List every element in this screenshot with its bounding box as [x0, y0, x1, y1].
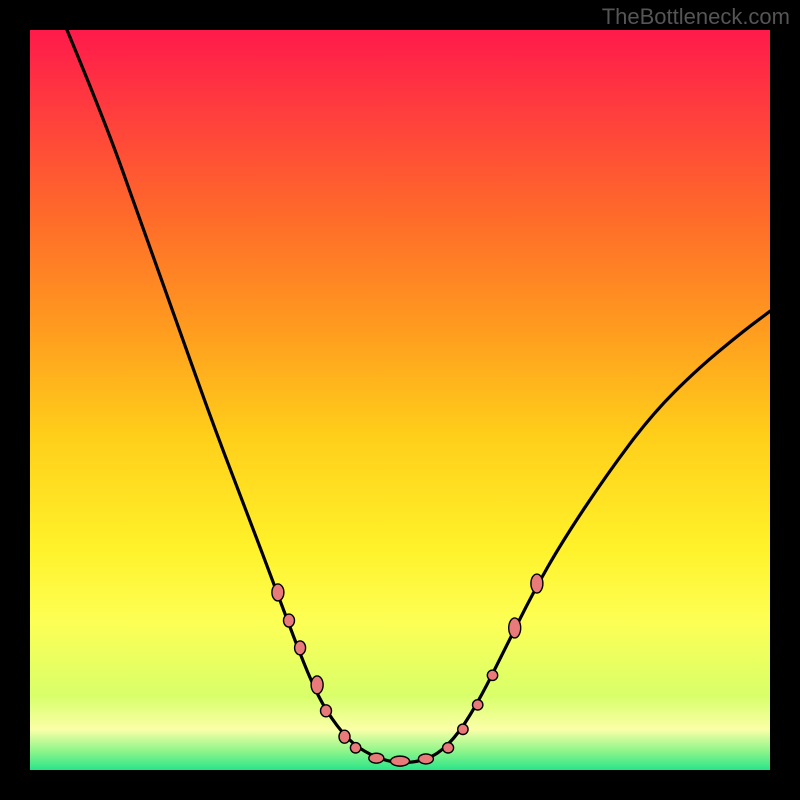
- curve-marker-13: [487, 670, 497, 680]
- curve-marker-14: [509, 618, 521, 638]
- curve-marker-5: [339, 730, 350, 743]
- curve-marker-7: [369, 753, 384, 763]
- curve-marker-12: [473, 700, 483, 710]
- curve-marker-8: [391, 756, 410, 766]
- plot-background: [30, 30, 770, 770]
- bottleneck-curve-chart: [0, 0, 800, 800]
- curve-marker-1: [284, 614, 295, 627]
- curve-marker-15: [531, 574, 543, 593]
- curve-marker-11: [458, 724, 468, 734]
- curve-marker-2: [295, 641, 306, 655]
- curve-marker-3: [311, 676, 323, 694]
- chart-stage: TheBottleneck.com: [0, 0, 800, 800]
- curve-marker-10: [443, 743, 454, 753]
- curve-marker-4: [321, 705, 332, 717]
- curve-marker-0: [272, 584, 284, 601]
- curve-marker-9: [418, 754, 433, 764]
- curve-marker-6: [350, 743, 360, 753]
